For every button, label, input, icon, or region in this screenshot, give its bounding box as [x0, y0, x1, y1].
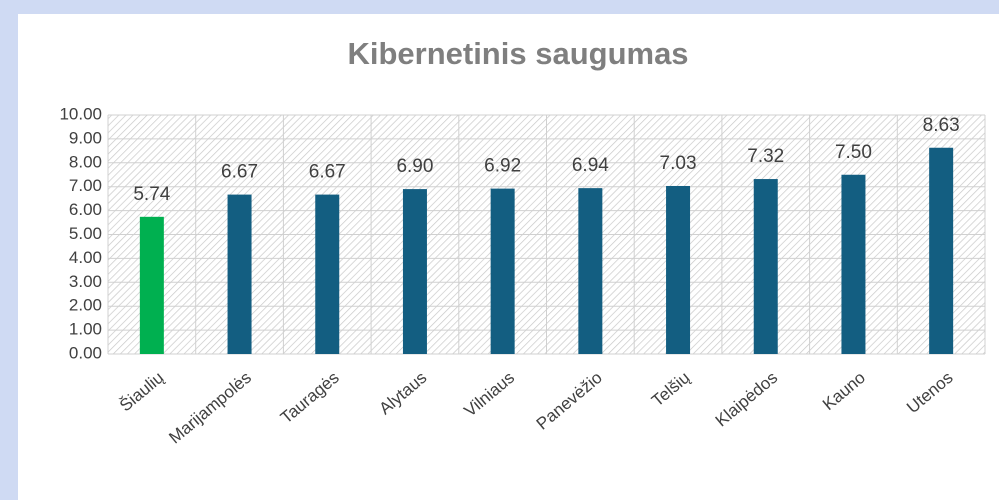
bar	[841, 174, 866, 354]
y-tick-label: 6.00	[69, 200, 102, 219]
data-label: 7.32	[747, 146, 784, 167]
y-tick-label: 4.00	[69, 248, 102, 267]
bar	[578, 188, 603, 354]
y-tick-label: 7.00	[69, 176, 102, 195]
data-label: 6.90	[396, 156, 433, 177]
data-label: 7.03	[660, 153, 697, 174]
chart-title: Kibernetinis saugumas	[347, 36, 688, 71]
y-tick-label: 0.00	[69, 343, 102, 362]
data-label: 6.94	[572, 155, 609, 176]
data-label: 5.74	[133, 184, 170, 205]
y-tick-label: 5.00	[69, 224, 102, 243]
data-label: 8.63	[923, 115, 960, 136]
data-label: 6.67	[221, 162, 258, 183]
data-label: 6.67	[309, 162, 346, 183]
bar	[227, 194, 252, 354]
bar	[929, 147, 954, 354]
y-tick-label: 9.00	[69, 128, 102, 147]
y-tick-label: 3.00	[69, 272, 102, 291]
bar	[490, 188, 515, 354]
y-tick-label: 10.00	[59, 104, 102, 123]
bar	[402, 189, 427, 354]
bar	[315, 194, 340, 354]
data-label: 6.92	[484, 156, 521, 177]
bar	[753, 179, 778, 354]
data-label: 7.50	[835, 142, 872, 163]
y-tick-label: 2.00	[69, 296, 102, 315]
bar	[139, 216, 164, 354]
y-tick-label: 8.00	[69, 152, 102, 171]
bar	[666, 185, 691, 354]
y-tick-label: 1.00	[69, 320, 102, 339]
